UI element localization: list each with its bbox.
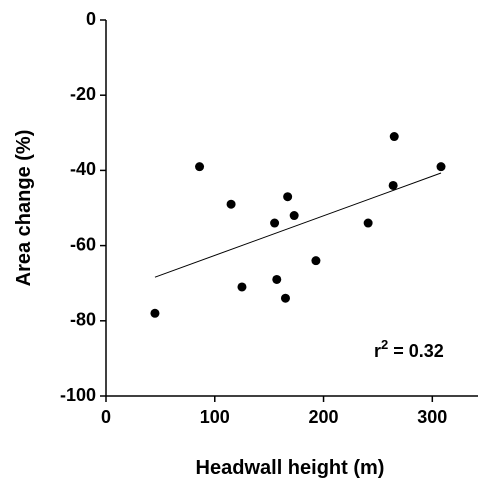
point <box>389 132 399 142</box>
point <box>237 282 247 292</box>
annotation: r2 = 0.32 <box>374 337 444 361</box>
x-tick-label: 100 <box>200 407 230 427</box>
point <box>388 180 398 190</box>
annotation-base: r <box>374 341 381 361</box>
y-tick-label: -60 <box>70 234 96 254</box>
y-tick-label: 0 <box>86 9 96 29</box>
y-tick-label: -40 <box>70 159 96 179</box>
y-tick-label: -80 <box>70 310 96 330</box>
point <box>436 162 446 172</box>
x-tick-label: 300 <box>417 407 447 427</box>
annotation-rest: = 0.32 <box>388 341 444 361</box>
point <box>270 218 280 228</box>
point <box>289 211 299 221</box>
point <box>195 162 205 172</box>
y-tick-label: -100 <box>60 385 96 405</box>
point <box>150 308 160 318</box>
point <box>311 256 321 266</box>
annotation-sup: 2 <box>381 337 388 352</box>
y-tick-label: -20 <box>70 84 96 104</box>
x-tick-label: 200 <box>309 407 339 427</box>
point <box>226 199 236 209</box>
y-axis-label: Area change (%) <box>13 130 35 287</box>
x-tick-label: 0 <box>101 407 111 427</box>
x-axis-label: Headwall height (m) <box>196 457 385 479</box>
point <box>280 293 290 303</box>
point <box>272 274 282 284</box>
point <box>363 218 373 228</box>
trend-line <box>154 172 442 278</box>
point <box>283 192 293 202</box>
